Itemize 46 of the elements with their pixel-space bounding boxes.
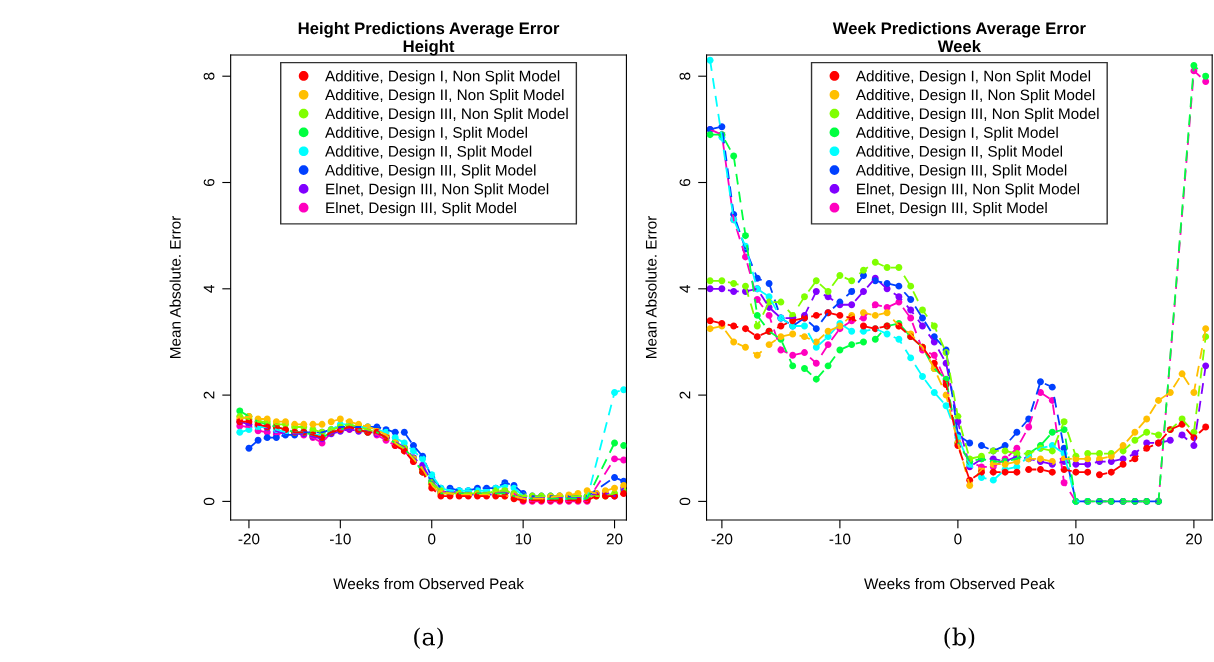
x-tick-label: 20 <box>606 533 623 545</box>
y-tick-label: 4 <box>203 285 215 293</box>
legend-label: Additive, Design I, Split Model <box>325 126 527 141</box>
y-tick-label: 0 <box>203 497 215 506</box>
y-tick-label: 2 <box>679 391 691 399</box>
legend-label: Elnet, Design III, Non Split Model <box>326 183 549 198</box>
x-axis-title: Weeks from Observed Peak <box>333 577 524 590</box>
x-tick-label: -20 <box>238 533 260 545</box>
legend-label: Additive, Design II, Non Split Model <box>855 89 1095 104</box>
text: (a) <box>414 627 443 650</box>
chart-subtitle: Height <box>403 39 455 56</box>
y-tick-label: 2 <box>203 391 215 399</box>
legend-label: Additive, Design I, Non Split Model <box>855 70 1091 85</box>
legend-label: Elnet, Design III, Split Model <box>857 202 1047 217</box>
y-tick-label: 6 <box>679 178 691 186</box>
x-tick-label: 10 <box>1068 533 1084 545</box>
x-tick-label: 0 <box>428 533 436 545</box>
y-tick-label: 8 <box>679 72 691 80</box>
x-tick-label: 10 <box>515 533 532 545</box>
y-axis-title: Mean Absolute. Error <box>169 215 181 358</box>
legend-label: Elnet, Design III, Non Split Model <box>857 183 1080 198</box>
chart-title: Week Predictions Average Error <box>832 21 1086 38</box>
chart-subtitle: Week <box>937 39 982 53</box>
y-tick-label: 8 <box>203 72 215 80</box>
legend-label: Elnet, Design III, Split Model <box>326 202 516 217</box>
x-tick-label: 20 <box>1186 533 1202 545</box>
x-axis-title: Weeks from Observed Peak <box>864 577 1055 590</box>
y-axis-title: Mean Absolute. Error <box>645 215 657 358</box>
legend-label: Additive, Design II, Split Model <box>325 145 532 160</box>
x-tick-label: -20 <box>711 533 733 545</box>
legend-label: Additive, Design III, Split Model <box>855 164 1067 179</box>
legend-label: Additive, Design III, Non Split Model <box>855 107 1099 123</box>
y-tick-label: 0 <box>679 497 691 506</box>
legend-label: Additive, Design II, Split Model <box>855 145 1063 160</box>
legend-label: Additive, Design III, Non Split Model <box>325 107 568 123</box>
y-tick-label: 4 <box>679 285 691 293</box>
legend-label: Additive, Design I, Split Model <box>855 126 1058 141</box>
legend-label: Additive, Design II, Non Split Model <box>325 89 564 104</box>
x-tick-label: -10 <box>329 533 351 545</box>
y-tick-label: 6 <box>203 178 215 186</box>
x-tick-label: 0 <box>954 533 962 545</box>
legend-label: Additive, Design I, Non Split Model <box>325 70 560 85</box>
text: (b) <box>944 627 975 650</box>
legend-label: Additive, Design III, Split Model <box>325 164 536 179</box>
chart-title: Height Predictions Average Error <box>298 21 560 38</box>
x-tick-label: -10 <box>829 533 851 545</box>
